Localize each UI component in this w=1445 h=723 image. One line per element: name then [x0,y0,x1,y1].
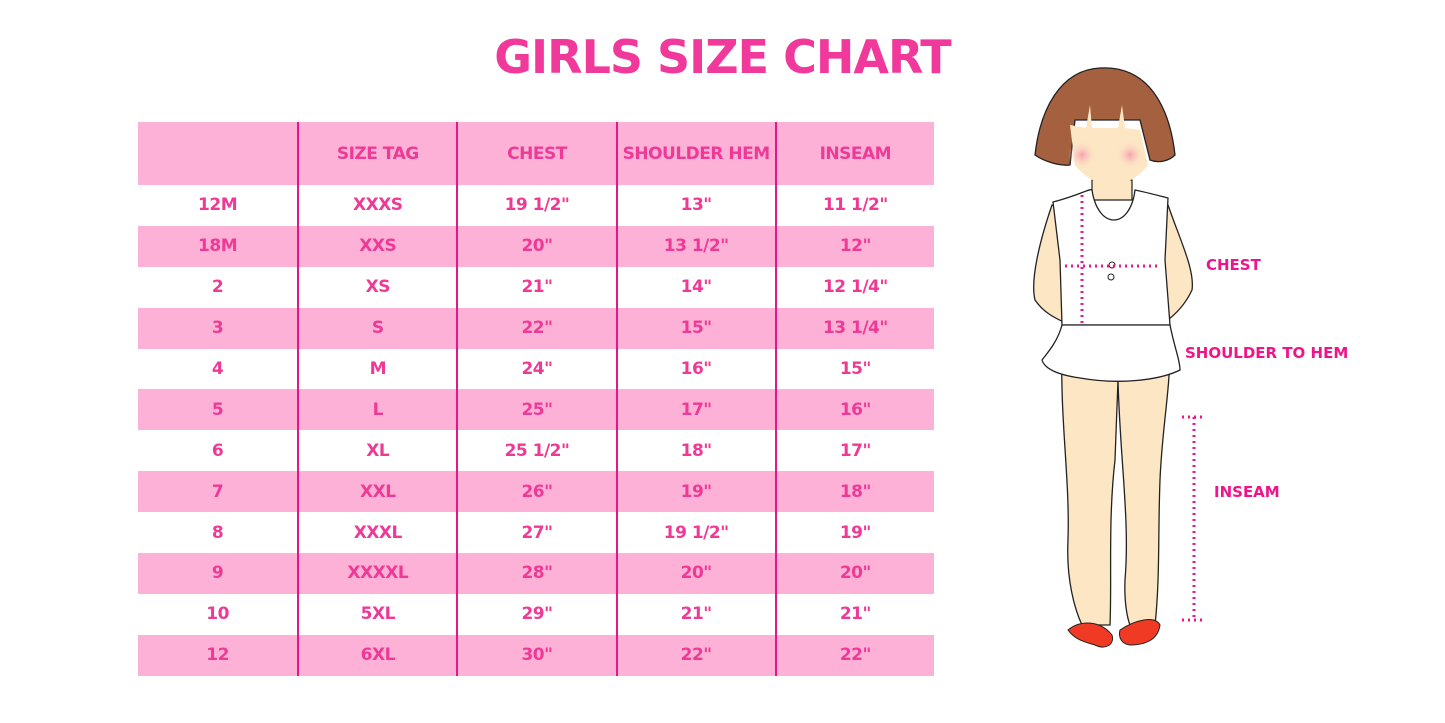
table-cell: 9 [211,563,224,584]
table-cell: 3 [211,318,224,339]
inseam-label: INSEAM [1214,483,1280,501]
table-cell: XS [297,266,456,308]
table-cell: XXS [297,225,456,267]
size-table: SIZE TAG CHEST SHOULDER HEM INSEAM 12M XX… [138,122,934,676]
table-cell: 19 1/2" [615,512,775,554]
table-row: 6 XL 25 1/2" 18" 17" [138,430,934,472]
header-cell: SIZE TAG [297,122,456,185]
table-cell: 16" [615,348,775,390]
table-cell: 8 [211,522,224,543]
table-cell: 28" [456,553,615,594]
table-cell: 7 [211,481,224,502]
table-cell: 19 1/2" [456,185,615,226]
table-cell: 21" [774,593,934,635]
table-cell: 21" [456,266,615,308]
table-cell: 20" [615,553,775,594]
table-row: 12 6XL 30" 22" 22" [138,634,934,676]
table-cell: XXXS [297,185,456,226]
table-cell: 19" [774,512,934,554]
table-row: 3 S 22" 15" 13 1/4" [138,307,934,349]
table-cell: 30" [456,634,615,676]
table-cell: 5 [211,399,224,420]
page-title: GIRLS SIZE CHART [494,30,951,84]
table-cell: 18" [615,430,775,472]
table-cell: 6 [211,440,224,461]
table-row: 4 M 24" 16" 15" [138,348,934,390]
table-cell: 12M [198,195,238,216]
table-row: 5 L 25" 17" 16" [138,389,934,431]
table-row: 9 XXXXL 28" 20" 20" [138,553,934,594]
table-row: 10 5XL 29" 21" 21" [138,593,934,635]
header-cell: SHOULDER HEM [615,122,775,185]
table-cell: S [297,307,456,349]
table-cell: 6XL [297,634,456,676]
table-cell: 21" [615,593,775,635]
table-cell: 13 1/2" [615,225,775,267]
table-cell: 24" [456,348,615,390]
table-cell: XXL [297,471,456,513]
table-header-row: SIZE TAG CHEST SHOULDER HEM INSEAM [138,122,934,185]
table-cell: 27" [456,512,615,554]
table-cell: XXXXL [297,553,456,594]
table-cell: 5XL [297,593,456,635]
header-cell: INSEAM [774,122,934,185]
header-cell: CHEST [456,122,615,185]
table-cell: 22" [774,634,934,676]
girl-measurement-illustration [1020,60,1380,664]
table-cell: 15" [615,307,775,349]
table-cell: 17" [774,430,934,472]
table-cell: 29" [456,593,615,635]
table-cell: XXXL [297,512,456,554]
table-cell: 22" [456,307,615,349]
table-cell: 13" [615,185,775,226]
table-cell: 11 1/2" [774,185,934,226]
table-cell: 18M [198,236,238,257]
table-cell: L [297,389,456,431]
table-cell: 12 1/4" [774,266,934,308]
table-cell: 20" [774,553,934,594]
table-cell: XL [297,430,456,472]
shoulder-to-hem-label: SHOULDER TO HEM [1185,344,1349,362]
table-cell: 2 [211,277,224,298]
table-cell: 12" [774,225,934,267]
table-cell: 12 [206,645,229,666]
table-cell: 17" [615,389,775,431]
table-cell: 26" [456,471,615,513]
table-row: 18M XXS 20" 13 1/2" 12" [138,225,934,267]
table-row: 12M XXXS 19 1/2" 13" 11 1/2" [138,185,934,226]
chest-label: CHEST [1206,256,1261,274]
table-row: 8 XXXL 27" 19 1/2" 19" [138,512,934,554]
girl-figure-icon [1033,67,1202,648]
table-cell: 19" [615,471,775,513]
table-row: 2 XS 21" 14" 12 1/4" [138,266,934,308]
table-cell: 4 [211,359,224,379]
table-row: 7 XXL 26" 19" 18" [138,471,934,513]
header-cell [138,122,297,185]
table-cell: 16" [774,389,934,431]
table-cell: 20" [456,225,615,267]
table-cell: 15" [774,348,934,390]
table-cell: 25" [456,389,615,431]
table-cell: 18" [774,471,934,513]
table-cell: M [297,348,456,390]
table-cell: 13 1/4" [774,307,934,349]
table-cell: 25 1/2" [456,430,615,472]
table-cell: 10 [206,604,229,625]
table-cell: 22" [615,634,775,676]
table-cell: 14" [615,266,775,308]
